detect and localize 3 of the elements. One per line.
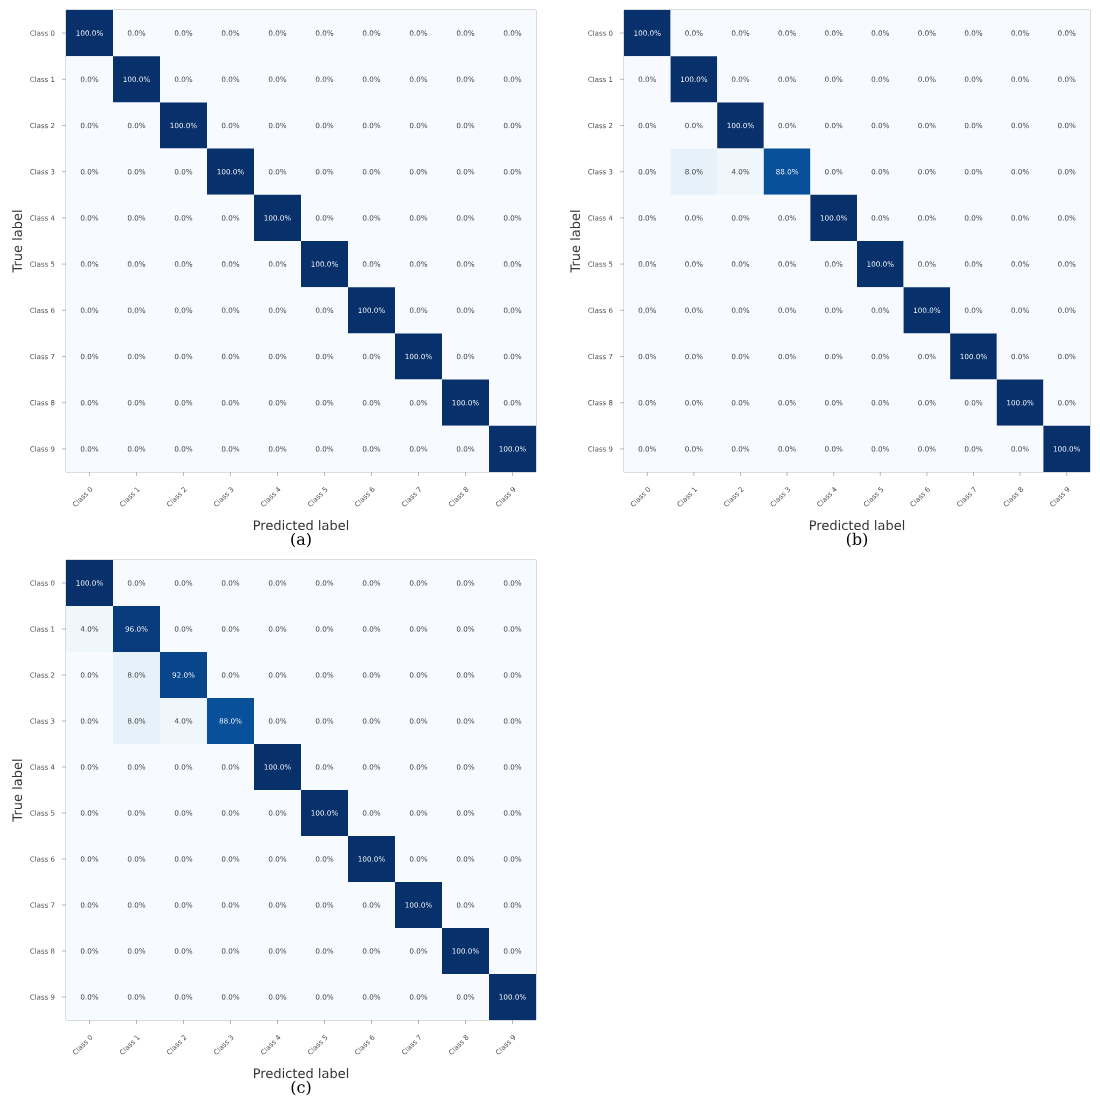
text: (b) (846, 532, 868, 548)
text: (c) (291, 1080, 311, 1096)
text: (a) (291, 532, 311, 548)
